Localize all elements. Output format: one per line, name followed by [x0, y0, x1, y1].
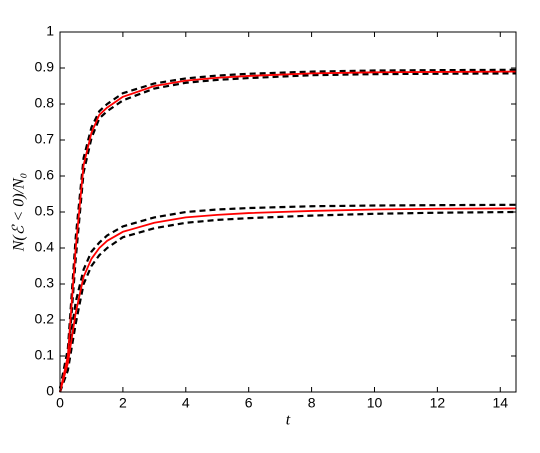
plot-frame: [59, 31, 517, 393]
y-tick-label: 0.7: [35, 131, 55, 147]
x-axis-label: t: [286, 412, 291, 429]
x-tick-label: 4: [182, 395, 190, 411]
y-tick-label: 1: [46, 23, 54, 39]
mean-line: [59, 70, 517, 393]
y-tick-label: 0.5: [35, 203, 55, 219]
y-axis-label: N(ℰ < 0)/N₀: [11, 173, 28, 253]
x-tick-label: 6: [245, 395, 253, 411]
band-line: [58, 210, 517, 393]
x-tick-label: 10: [367, 395, 383, 411]
mean-line: [59, 207, 517, 393]
y-tick-label: 0.1: [35, 347, 55, 363]
y-tick-label: 0: [46, 383, 54, 399]
band-line: [58, 203, 517, 389]
y-tick-label: 0.2: [35, 311, 55, 327]
y-tick-label: 0.4: [35, 239, 55, 255]
x-tick-label: 12: [430, 395, 446, 411]
x-tick-label: 14: [492, 395, 508, 411]
y-tick-label: 0.8: [35, 95, 55, 111]
x-tick-label: 0: [56, 395, 64, 411]
y-tick-label: 0.9: [35, 59, 55, 75]
x-tick-label: 2: [119, 395, 127, 411]
y-tick-label: 0.6: [35, 167, 55, 183]
y-tick-label: 0.3: [35, 275, 55, 291]
band-line: [58, 72, 517, 393]
x-tick-label: 8: [308, 395, 316, 411]
